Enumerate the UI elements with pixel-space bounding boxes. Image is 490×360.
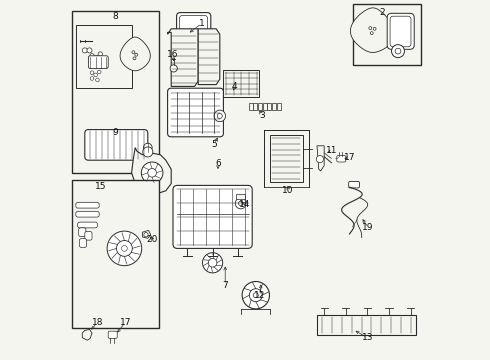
Polygon shape	[143, 230, 151, 238]
Bar	[248, 103, 252, 110]
FancyBboxPatch shape	[349, 181, 360, 188]
Circle shape	[135, 53, 138, 56]
Text: 12: 12	[254, 292, 266, 300]
Bar	[72, 180, 159, 328]
Text: 17: 17	[120, 318, 131, 327]
Circle shape	[148, 168, 156, 177]
Bar	[223, 70, 259, 97]
Circle shape	[395, 48, 401, 54]
Circle shape	[316, 156, 323, 163]
Circle shape	[141, 162, 163, 184]
Circle shape	[242, 282, 270, 309]
Text: 7: 7	[222, 281, 228, 289]
FancyBboxPatch shape	[108, 331, 117, 338]
Circle shape	[82, 48, 87, 53]
Text: 6: 6	[215, 159, 221, 168]
Circle shape	[370, 32, 373, 35]
FancyBboxPatch shape	[76, 211, 99, 217]
Bar	[253, 103, 257, 110]
Circle shape	[170, 65, 177, 72]
FancyBboxPatch shape	[77, 222, 98, 228]
Text: 17: 17	[343, 153, 355, 162]
Text: 20: 20	[147, 235, 158, 244]
Circle shape	[235, 198, 246, 209]
Circle shape	[122, 246, 127, 251]
FancyBboxPatch shape	[88, 56, 108, 68]
FancyBboxPatch shape	[387, 13, 414, 49]
Text: 4: 4	[231, 82, 237, 91]
Circle shape	[98, 52, 102, 56]
Text: 5: 5	[212, 140, 217, 149]
FancyBboxPatch shape	[168, 88, 223, 137]
Circle shape	[214, 110, 225, 122]
Circle shape	[94, 73, 98, 77]
Text: 16: 16	[167, 50, 179, 59]
Text: 15: 15	[95, 182, 107, 191]
Bar	[270, 135, 303, 182]
Circle shape	[217, 113, 222, 118]
Text: 14: 14	[239, 200, 251, 209]
Bar	[268, 103, 271, 110]
Polygon shape	[350, 8, 395, 53]
Text: 19: 19	[363, 223, 374, 232]
Bar	[263, 103, 267, 110]
Bar	[236, 194, 245, 199]
Circle shape	[369, 27, 372, 30]
Text: 18: 18	[92, 318, 103, 327]
Bar	[72, 11, 159, 173]
Circle shape	[239, 201, 243, 206]
FancyBboxPatch shape	[176, 13, 211, 34]
FancyBboxPatch shape	[390, 16, 411, 47]
Circle shape	[373, 27, 376, 30]
Polygon shape	[317, 146, 324, 171]
Circle shape	[90, 71, 94, 75]
Circle shape	[132, 51, 135, 54]
Text: 2: 2	[379, 8, 385, 17]
Polygon shape	[132, 148, 171, 194]
Circle shape	[117, 240, 132, 256]
Bar	[264, 130, 309, 187]
Circle shape	[98, 70, 101, 74]
Text: 8: 8	[113, 13, 118, 22]
Circle shape	[208, 258, 217, 267]
FancyBboxPatch shape	[79, 239, 87, 247]
Circle shape	[133, 57, 136, 60]
Text: 3: 3	[259, 111, 265, 120]
Text: 1: 1	[199, 19, 205, 28]
Circle shape	[107, 231, 142, 266]
Bar	[277, 103, 281, 110]
Circle shape	[144, 233, 148, 237]
Bar	[272, 103, 276, 110]
Circle shape	[202, 253, 222, 273]
Circle shape	[253, 293, 258, 298]
Bar	[258, 103, 262, 110]
Polygon shape	[120, 37, 150, 71]
Bar	[76, 25, 132, 88]
Circle shape	[144, 143, 152, 152]
Bar	[317, 315, 416, 335]
Circle shape	[96, 78, 99, 82]
Circle shape	[90, 77, 94, 80]
Bar	[353, 4, 421, 65]
Text: 10: 10	[282, 186, 294, 195]
Circle shape	[143, 147, 153, 157]
FancyBboxPatch shape	[85, 231, 92, 240]
FancyBboxPatch shape	[179, 15, 208, 32]
Polygon shape	[198, 29, 220, 85]
Polygon shape	[168, 29, 198, 86]
Circle shape	[249, 289, 262, 302]
FancyBboxPatch shape	[85, 130, 148, 160]
Text: 13: 13	[362, 333, 373, 342]
Circle shape	[95, 55, 99, 60]
Circle shape	[87, 48, 92, 53]
Text: 9: 9	[113, 128, 118, 137]
FancyBboxPatch shape	[337, 156, 346, 162]
Circle shape	[392, 45, 404, 58]
FancyBboxPatch shape	[79, 228, 86, 237]
FancyBboxPatch shape	[173, 185, 252, 248]
Polygon shape	[82, 329, 92, 340]
Circle shape	[90, 54, 94, 58]
Text: 11: 11	[326, 146, 338, 155]
FancyBboxPatch shape	[76, 202, 99, 208]
